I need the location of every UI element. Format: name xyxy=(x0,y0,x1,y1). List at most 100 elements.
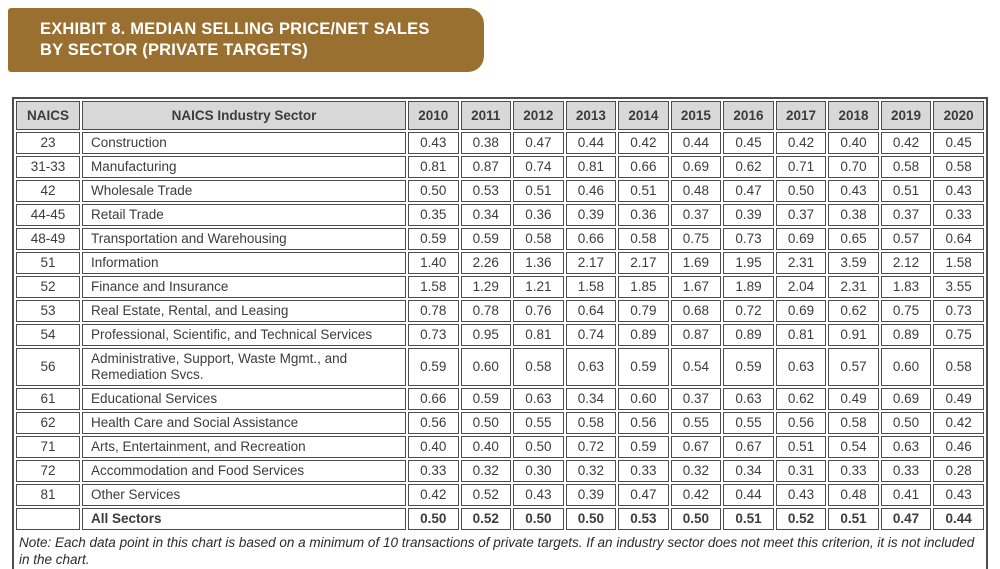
table-row: 72 Accommodation and Food Services 0.33 0.3… xyxy=(16,460,984,482)
value-cell-2010: 0.35 xyxy=(408,204,459,226)
naics-code-cell xyxy=(16,508,80,530)
column-header-2020: 2020 xyxy=(933,101,984,130)
value-cell-2012: 0.50 xyxy=(513,508,564,530)
column-header-naics: NAICS xyxy=(16,101,80,130)
value-cell-2016: 1.95 xyxy=(723,252,774,274)
value-cell-2010: 0.59 xyxy=(408,228,459,250)
sector-name-cell: Professional, Scientific, and Technical … xyxy=(82,324,406,346)
value-cell-2012: 0.50 xyxy=(513,436,564,458)
value-cell-2020: 0.58 xyxy=(933,348,984,386)
value-cell-2019: 0.50 xyxy=(880,412,932,434)
value-cell-2016: 0.89 xyxy=(723,324,774,346)
sector-name-cell: Retail Trade xyxy=(82,204,406,226)
value-cell-2017: 2.04 xyxy=(775,276,827,298)
sector-name-cell: Educational Services xyxy=(82,388,406,410)
value-cell-2016: 0.47 xyxy=(723,180,774,202)
value-cell-2020: 0.43 xyxy=(933,180,984,202)
value-cell-2016: 0.62 xyxy=(723,156,774,178)
value-cell-2010: 0.59 xyxy=(408,348,459,386)
value-cell-2014: 0.36 xyxy=(618,204,669,226)
value-cell-2012: 1.36 xyxy=(513,252,564,274)
value-cell-2014: 0.47 xyxy=(618,484,669,506)
value-cell-2019: 0.58 xyxy=(880,156,932,178)
table-row: 48-49 Transportation and Warehousing 0.59 0… xyxy=(16,228,984,250)
value-cell-2014: 0.42 xyxy=(618,132,669,154)
value-cell-2010: 1.40 xyxy=(408,252,459,274)
value-cell-2014: 1.85 xyxy=(618,276,669,298)
value-cell-2016: 0.44 xyxy=(723,484,774,506)
value-cell-2020: 0.28 xyxy=(933,460,984,482)
value-cell-2019: 0.57 xyxy=(880,228,932,250)
table-row: 44-45 Retail Trade 0.35 0.34 0.36 0.39 0.36 0.3… xyxy=(16,204,984,226)
value-cell-2018: 0.58 xyxy=(828,412,879,434)
table-header-row: NAICS NAICS Industry Sector 2010 2011 2012 20… xyxy=(16,101,984,130)
sector-name-cell: Arts, Entertainment, and Recreation xyxy=(82,436,406,458)
sector-name-cell: Accommodation and Food Services xyxy=(82,460,406,482)
value-cell-2013: 1.58 xyxy=(565,276,617,298)
value-cell-2020: 3.55 xyxy=(933,276,984,298)
value-cell-2011: 0.78 xyxy=(460,300,512,322)
column-header-2011: 2011 xyxy=(460,101,512,130)
value-cell-2017: 0.63 xyxy=(775,348,827,386)
value-cell-2013: 0.72 xyxy=(565,436,617,458)
value-cell-2011: 0.38 xyxy=(460,132,512,154)
value-cell-2019: 0.75 xyxy=(880,300,932,322)
value-cell-2017: 0.50 xyxy=(775,180,827,202)
column-header-naics-industry-sector: NAICS Industry Sector xyxy=(82,101,406,130)
value-cell-2018: 0.43 xyxy=(828,180,879,202)
sector-name-cell: Finance and Insurance xyxy=(82,276,406,298)
naics-code-cell: 71 xyxy=(16,436,80,458)
column-header-2017: 2017 xyxy=(775,101,827,130)
value-cell-2016: 0.59 xyxy=(723,348,774,386)
table-row: 61 Educational Services 0.66 0.59 0.63 0.34 0.… xyxy=(16,388,984,410)
value-cell-2013: 0.66 xyxy=(565,228,617,250)
sector-name-cell: Real Estate, Rental, and Leasing xyxy=(82,300,406,322)
value-cell-2013: 0.39 xyxy=(565,484,617,506)
value-cell-2010: 0.56 xyxy=(408,412,459,434)
value-cell-2019: 2.12 xyxy=(880,252,932,274)
naics-code-cell: 31-33 xyxy=(16,156,80,178)
value-cell-2010: 0.73 xyxy=(408,324,459,346)
value-cell-2011: 0.32 xyxy=(460,460,512,482)
value-cell-2013: 0.63 xyxy=(565,348,617,386)
value-cell-2011: 0.40 xyxy=(460,436,512,458)
value-cell-2014: 0.56 xyxy=(618,412,669,434)
value-cell-2017: 0.62 xyxy=(775,388,827,410)
value-cell-2020: 0.46 xyxy=(933,436,984,458)
table-row: 81 Other Services 0.42 0.52 0.43 0.39 0.47 0.42… xyxy=(16,484,984,506)
value-cell-2010: 0.78 xyxy=(408,300,459,322)
sector-name-cell: Information xyxy=(82,252,406,274)
value-cell-2016: 0.72 xyxy=(723,300,774,322)
value-cell-2015: 0.48 xyxy=(670,180,722,202)
value-cell-2015: 0.69 xyxy=(670,156,722,178)
column-header-2018: 2018 xyxy=(828,101,879,130)
value-cell-2010: 0.50 xyxy=(408,508,459,530)
column-header-2019: 2019 xyxy=(880,101,932,130)
value-cell-2013: 0.32 xyxy=(565,460,617,482)
column-header-2012: 2012 xyxy=(513,101,564,130)
naics-code-cell: 62 xyxy=(16,412,80,434)
value-cell-2018: 0.70 xyxy=(828,156,879,178)
value-cell-2020: 0.43 xyxy=(933,484,984,506)
value-cell-2010: 0.81 xyxy=(408,156,459,178)
value-cell-2018: 0.48 xyxy=(828,484,879,506)
value-cell-2017: 0.31 xyxy=(775,460,827,482)
value-cell-2011: 0.53 xyxy=(460,180,512,202)
value-cell-2016: 1.89 xyxy=(723,276,774,298)
value-cell-2017: 0.51 xyxy=(775,436,827,458)
value-cell-2011: 0.59 xyxy=(460,228,512,250)
table-row: 23 Construction 0.43 0.38 0.47 0.44 0.42 0.44 0.… xyxy=(16,132,984,154)
value-cell-2010: 0.66 xyxy=(408,388,459,410)
median-price-net-sales-table: NAICS NAICS Industry Sector 2010 2011 2012 20… xyxy=(14,99,986,532)
value-cell-2019: 0.63 xyxy=(880,436,932,458)
value-cell-2016: 0.51 xyxy=(723,508,774,530)
value-cell-2019: 0.41 xyxy=(880,484,932,506)
value-cell-2013: 0.74 xyxy=(565,324,617,346)
value-cell-2015: 0.75 xyxy=(670,228,722,250)
value-cell-2019: 1.83 xyxy=(880,276,932,298)
value-cell-2017: 0.37 xyxy=(775,204,827,226)
naics-code-cell: 61 xyxy=(16,388,80,410)
table-row: 42 Wholesale Trade 0.50 0.53 0.51 0.46 0.51 0.4… xyxy=(16,180,984,202)
naics-code-cell: 42 xyxy=(16,180,80,202)
value-cell-2018: 0.62 xyxy=(828,300,879,322)
